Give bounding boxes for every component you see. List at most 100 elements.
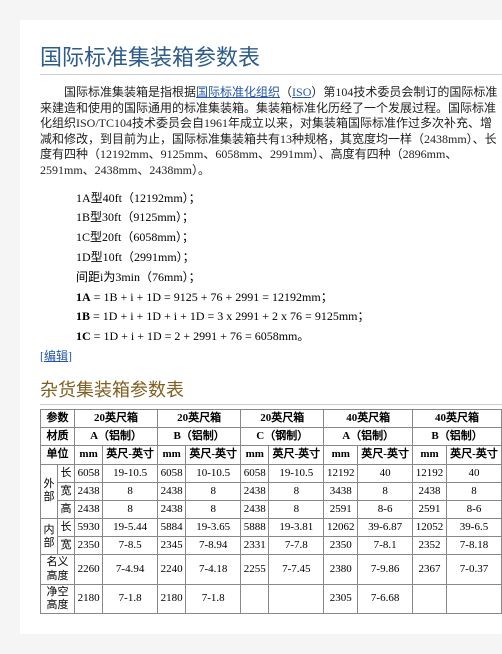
- cell: 8: [269, 500, 324, 518]
- cell: 8-6: [447, 500, 502, 518]
- spec-line: 1C型20ft（6058mm）；: [76, 228, 502, 248]
- col-mm: mm: [158, 446, 186, 464]
- group-outer: 外部: [41, 464, 58, 519]
- table-row: 高 24388 24388 24388 25918-6 25918-6: [41, 500, 502, 518]
- cell: 5930: [75, 519, 103, 537]
- cell: 2331: [241, 537, 269, 555]
- col-group: 20英尺箱: [158, 409, 241, 427]
- cell: 7-1.8: [186, 584, 241, 613]
- spec-line: 1A型40ft（12192mm）；: [76, 189, 502, 209]
- col-in: 英尺-英寸: [447, 446, 502, 464]
- cell: 19-3.65: [186, 519, 241, 537]
- col-in: 英尺-英寸: [358, 446, 413, 464]
- col-mat-c: C（钢制）: [241, 428, 324, 446]
- table-row: 宽 23507-8.5 23457-8.94 23317-7.8 23507-8…: [41, 537, 502, 555]
- cell: 8: [358, 482, 413, 500]
- page-title: 国际标准集装箱参数表: [40, 40, 502, 75]
- cell: 12062: [324, 519, 358, 537]
- table-row: 名义高度 22607-4.94 22407-4.18 22557-7.45 23…: [41, 555, 502, 584]
- cell: 2180: [75, 584, 103, 613]
- table-row: 参数 20英尺箱 20英尺箱 20英尺箱 40英尺箱 40英尺箱: [41, 409, 502, 427]
- cell: 7-0.37: [447, 555, 502, 584]
- cell: 7-9.86: [358, 555, 413, 584]
- dim-hgt: 高: [58, 500, 75, 518]
- cell: 2350: [75, 537, 103, 555]
- cell: 2438: [158, 500, 186, 518]
- spec-bold: 1A: [76, 290, 91, 304]
- link-iso-org[interactable]: 国际标准化组织: [196, 85, 280, 99]
- paren-open: （: [280, 85, 292, 99]
- spec-line: 1B型30ft（9125mm）；: [76, 208, 502, 228]
- cell: 2591: [324, 500, 358, 518]
- cell: 7-6.68: [358, 584, 413, 613]
- dim-len: 长: [58, 519, 75, 537]
- cell: 8: [269, 482, 324, 500]
- link-iso[interactable]: ISO: [292, 85, 311, 99]
- group-nominal: 名义高度: [41, 555, 75, 584]
- cell: 19-5.44: [103, 519, 158, 537]
- cell: 2438: [413, 482, 447, 500]
- intro-paragraph: 国际标准集装箱是指根据国际标准化组织（ISO）第104技术委员会制订的国际标准来…: [40, 85, 502, 179]
- col-group: 40英尺箱: [413, 409, 502, 427]
- table-row: 净空高度 21807-1.8 21807-1.8 23057-6.68: [41, 584, 502, 613]
- group-inner: 内部: [41, 519, 58, 555]
- cell: 6058: [241, 464, 269, 482]
- cell: 2180: [158, 584, 186, 613]
- cell: 2345: [158, 537, 186, 555]
- cell: 2438: [75, 482, 103, 500]
- cell: 40: [447, 464, 502, 482]
- cell: 8: [186, 500, 241, 518]
- col-group: 40英尺箱: [324, 409, 413, 427]
- cell: 19-10.5: [269, 464, 324, 482]
- cell: 2380: [324, 555, 358, 584]
- cell: 7-8.94: [186, 537, 241, 555]
- spec-bold: 1B: [76, 309, 90, 323]
- spec-line: 1D型10ft（2991mm）；: [76, 248, 502, 268]
- spec-bold: 1C: [76, 329, 91, 343]
- cell: 7-7.8: [269, 537, 324, 555]
- cell: 40: [358, 464, 413, 482]
- dim-wid: 宽: [58, 482, 75, 500]
- cell: 2305: [324, 584, 358, 613]
- col-material: 材质: [41, 428, 75, 446]
- col-mat-e: B（铝制）: [413, 428, 502, 446]
- col-group: 20英尺箱: [75, 409, 158, 427]
- cell: 2367: [413, 555, 447, 584]
- cell: 8: [186, 482, 241, 500]
- col-params: 参数: [41, 409, 75, 427]
- section-title: 杂货集装箱参数表: [40, 376, 502, 405]
- spec-text: = 1D + i + 1D = 2 + 2991 + 76 = 6058mm。: [91, 329, 310, 343]
- cell: 3438: [324, 482, 358, 500]
- col-in: 英尺-英寸: [269, 446, 324, 464]
- dim-len: 长: [58, 464, 75, 482]
- cell: 7-8.1: [358, 537, 413, 555]
- col-mat-d: A（铝制）: [324, 428, 413, 446]
- cell: 8: [103, 500, 158, 518]
- intro-prefix: 国际标准集装箱是指根据: [64, 85, 196, 99]
- col-mat-a: A（铝制）: [75, 428, 158, 446]
- spec-list: 1A型40ft（12192mm）； 1B型30ft（9125mm）； 1C型20…: [40, 189, 502, 347]
- table-row: 外部 长 605819-10.5 605810-10.5 605819-10.5…: [41, 464, 502, 482]
- cell: 7-1.8: [103, 584, 158, 613]
- cell: 2438: [241, 482, 269, 500]
- spec-line: 间距i为3min（76mm）；: [76, 268, 502, 288]
- cell: 2260: [75, 555, 103, 584]
- container-param-table: 参数 20英尺箱 20英尺箱 20英尺箱 40英尺箱 40英尺箱 材质 A（铝制…: [40, 409, 502, 614]
- spec-line: 1B = 1D + i + 1D + i + 1D = 3 x 2991 + 2…: [76, 307, 502, 327]
- table-row: 宽 24388 24388 24388 34388 24388: [41, 482, 502, 500]
- col-mm: mm: [75, 446, 103, 464]
- cell: 7-8.18: [447, 537, 502, 555]
- cell: 2438: [241, 500, 269, 518]
- table-row: 材质 A（铝制） B（铝制） C（钢制） A（铝制） B（铝制）: [41, 428, 502, 446]
- cell: 5888: [241, 519, 269, 537]
- edit-link[interactable]: 编辑: [40, 349, 72, 363]
- cell: 5884: [158, 519, 186, 537]
- cell: 8-6: [358, 500, 413, 518]
- cell: 7-8.5: [103, 537, 158, 555]
- cell: 12192: [324, 464, 358, 482]
- cell: 8: [447, 482, 502, 500]
- cell: 6058: [158, 464, 186, 482]
- cell: [241, 584, 269, 613]
- cell: 2350: [324, 537, 358, 555]
- cell: 12192: [413, 464, 447, 482]
